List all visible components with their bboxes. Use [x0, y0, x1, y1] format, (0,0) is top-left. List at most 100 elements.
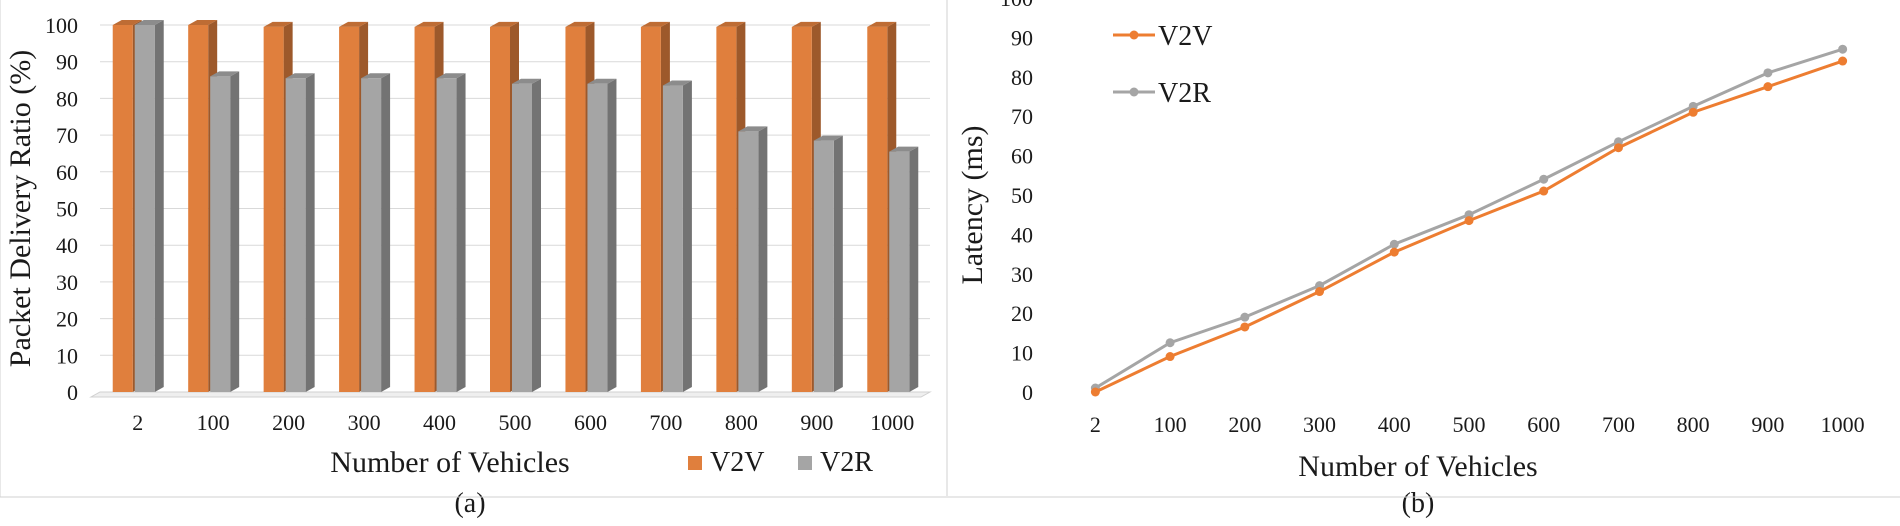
- x-tick-label: 300: [348, 410, 381, 435]
- bar-top-face-v2v: [339, 21, 369, 27]
- bar-top-face-v2r: [285, 73, 315, 79]
- x-tick-label: 200: [1228, 412, 1261, 437]
- bar-top-face-v2v: [188, 20, 218, 25]
- bar-top-face-v2r: [813, 135, 843, 141]
- bar-top-face-v2v: [565, 21, 595, 27]
- panel-a-bar-chart: 0 10 20 30 40 50 60 70 80 90 100 2 100 200 300 400 500 60…: [4, 13, 932, 519]
- bar-top-face-v2r: [436, 73, 466, 79]
- bar-top-face-v2r: [134, 20, 164, 25]
- x-tick-label: 700: [649, 410, 682, 435]
- x-tick-label: 1000: [870, 410, 914, 435]
- y-tick-label: 100: [1000, 0, 1033, 11]
- y-tick-label: 10: [1011, 341, 1033, 366]
- y-tick-label: 20: [56, 307, 78, 332]
- bar-v2v-1000: [867, 26, 888, 393]
- y-axis-title: Latency (ms): [956, 125, 989, 284]
- x-tick-label: 500: [1453, 412, 1486, 437]
- y-tick-label: 30: [56, 270, 78, 295]
- data-point-v2v: [1165, 352, 1175, 362]
- y-tick-label: 30: [1011, 262, 1033, 287]
- legend-marker-v2r: [1129, 87, 1139, 97]
- bar-v2v-900: [791, 26, 812, 393]
- bar-top-face-v2v: [490, 21, 519, 27]
- x-tick-label: 2: [1090, 412, 1101, 437]
- y-tick-label: 90: [1011, 25, 1033, 50]
- panel-caption: (a): [454, 488, 485, 519]
- bar-v2r-100: [210, 76, 231, 392]
- x-tick-label: 1000: [1821, 412, 1865, 437]
- bar-top-face-v2v: [640, 21, 670, 27]
- x-tick-label: 100: [1154, 412, 1187, 437]
- data-point-v2r: [1838, 44, 1848, 54]
- bar-top-face-v2r: [587, 78, 617, 84]
- y-tick-label: 100: [45, 13, 78, 38]
- bar-side-face-v2r: [230, 71, 240, 392]
- bar-v2r-800: [738, 131, 759, 392]
- bar-side-face-v2r: [305, 73, 315, 392]
- y-tick-label: 70: [56, 123, 78, 148]
- y-tick-label: 50: [56, 197, 78, 222]
- bar-side-face-v2r: [682, 80, 692, 393]
- data-point-v2v: [1389, 247, 1399, 257]
- bar-v2r-200: [285, 78, 306, 392]
- y-tick-label: 60: [1011, 144, 1033, 169]
- bar-side-face-v2r: [833, 135, 843, 393]
- x-axis-title: Number of Vehicles: [1298, 450, 1537, 483]
- data-point-v2v: [1090, 387, 1100, 397]
- data-point-v2r: [1165, 338, 1175, 348]
- x-tick-label: 200: [272, 410, 305, 435]
- bar-v2r-500: [512, 83, 532, 392]
- x-tick-label: 400: [423, 410, 456, 435]
- bar-v2r-700: [662, 85, 683, 393]
- bar-v2v-400: [414, 26, 435, 393]
- legend-label-v2v: V2V: [1158, 21, 1212, 52]
- x-tick-label: 400: [1378, 412, 1411, 437]
- bar-side-face-v2r: [381, 73, 391, 392]
- x-tick-label: 500: [499, 410, 532, 435]
- bar-v2v-2: [112, 25, 133, 392]
- y-tick-label: 60: [56, 160, 78, 185]
- data-point-v2v: [1613, 143, 1623, 153]
- legend-label-v2r: V2R: [1158, 78, 1211, 109]
- data-point-v2v: [1688, 107, 1698, 117]
- bar-v2r-300: [361, 78, 382, 392]
- bar-top-face-v2r: [361, 73, 391, 79]
- bar-top-face-v2r: [738, 126, 768, 132]
- bar-top-face-v2v: [867, 21, 897, 27]
- y-axis-title: Packet Delivery Ratio (%): [4, 50, 37, 367]
- bar-v2r-600: [587, 83, 608, 392]
- legend-swatch-v2v: [688, 456, 702, 470]
- data-point-v2v: [1763, 82, 1773, 92]
- legend-marker-v2v: [1129, 30, 1139, 40]
- bar-top-face-v2v: [791, 21, 821, 27]
- bar-v2v-600: [565, 26, 586, 393]
- legend-label-v2v: V2V: [710, 447, 764, 478]
- x-tick-label: 800: [725, 410, 758, 435]
- data-point-v2v: [1539, 186, 1549, 196]
- bar-side-face-v2r: [909, 146, 919, 392]
- bar-v2r-1000: [889, 151, 910, 392]
- y-tick-label: 10: [56, 343, 78, 368]
- bar-v2r-900: [813, 140, 834, 392]
- bar-top-face-v2v: [263, 21, 293, 27]
- bar-v2v-700: [640, 26, 661, 393]
- panel-b-line-chart: 0 10 20 30 40 50 60 70 80 90 100 2 100 200 300 400 500 60…: [956, 0, 1865, 519]
- y-tick-label: 20: [1011, 301, 1033, 326]
- bar-top-face-v2v: [716, 21, 746, 27]
- y-tick-label: 40: [56, 233, 78, 258]
- data-point-v2r: [1240, 312, 1250, 322]
- x-tick-label: 900: [1751, 412, 1784, 437]
- bar-v2r-2: [134, 25, 155, 392]
- bar-v2v-300: [339, 26, 360, 393]
- bar-side-face-v2r: [456, 73, 466, 392]
- bar-side-face-v2r: [607, 78, 617, 392]
- x-tick-label: 100: [197, 410, 230, 435]
- y-tick-label: 0: [1022, 380, 1033, 405]
- x-tick-label: 2: [132, 410, 143, 435]
- y-tick-label: 80: [56, 86, 78, 111]
- series-line-v2v: [1094, 59, 1844, 394]
- x-tick-label: 800: [1677, 412, 1710, 437]
- bar-side-face-v2r: [758, 126, 768, 393]
